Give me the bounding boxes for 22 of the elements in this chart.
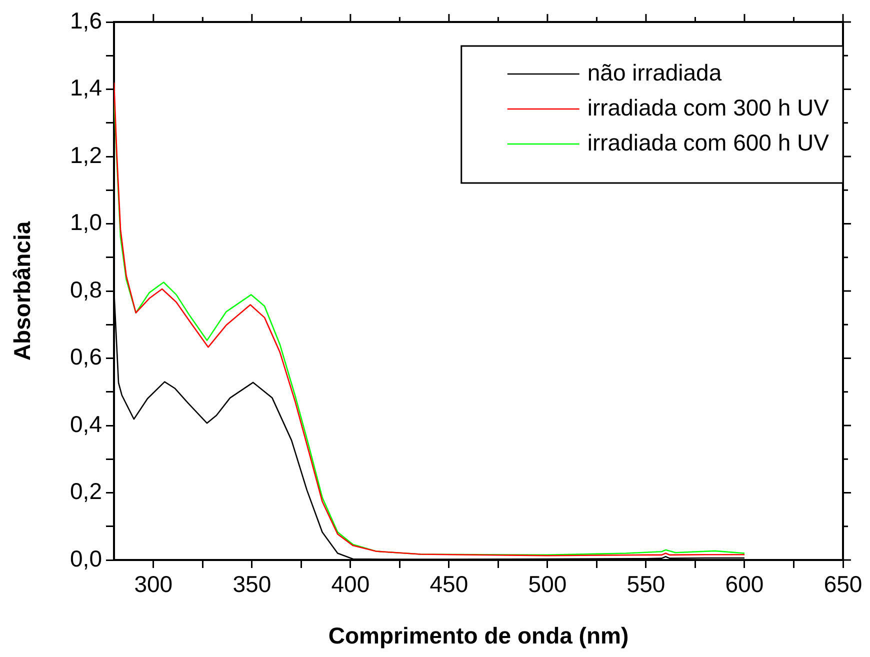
- x-tick-label: 600: [725, 571, 764, 598]
- x-tick-label: 300: [134, 571, 173, 598]
- y-tick-label: 0,0: [70, 545, 102, 572]
- x-tick-label: 550: [626, 571, 666, 598]
- y-axis-title: Absorbância: [9, 221, 36, 361]
- y-tick-label: 1,6: [70, 7, 102, 34]
- y-tick-label: 0,4: [70, 410, 102, 437]
- y-tick-label: 0,6: [70, 344, 102, 370]
- y-tick-label: 0,2: [70, 478, 102, 504]
- x-tick-label: 400: [331, 571, 370, 598]
- x-tick-label: 450: [430, 571, 468, 598]
- x-axis-title: Comprimento de onda (nm): [328, 622, 629, 649]
- legend-label: irradiada com 600 h UV: [587, 129, 830, 156]
- y-tick-label: 1,2: [70, 142, 102, 168]
- x-tick-label: 350: [232, 571, 272, 598]
- y-tick-label: 1,4: [70, 74, 102, 101]
- y-tick-label: 0,8: [70, 276, 102, 302]
- y-tick-label: 1,0: [70, 209, 102, 236]
- x-tick-label: 500: [528, 571, 567, 598]
- legend-label: não irradiada: [587, 59, 722, 86]
- x-tick-label: 650: [824, 571, 862, 598]
- legend-label: irradiada com 300 h UV: [587, 94, 830, 120]
